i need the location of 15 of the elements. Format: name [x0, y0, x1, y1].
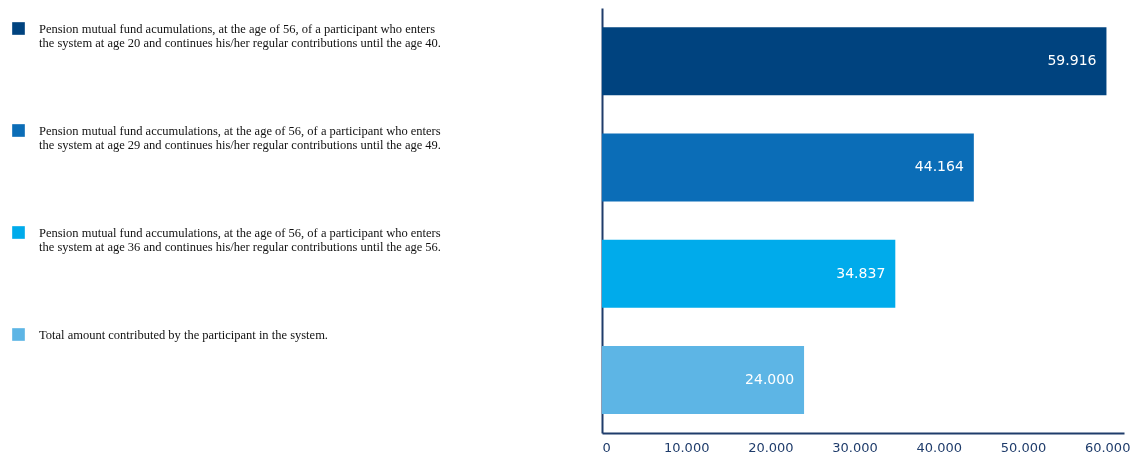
legend-label: Total amount contributed by the participant in the system. — [39, 327, 328, 342]
x-tick-label: 20.000 — [748, 439, 794, 455]
legend-label: Pension mutual fund accumulations, at the age of 56, of a participant who enters the system at age 36 and continues his/her regular contributions until the age 56. — [39, 225, 441, 254]
data-label: 34.837 — [836, 264, 886, 281]
data-label: 24.000 — [745, 370, 795, 387]
legend-label: Pension mutual fund acumulations, at the age of 56, of a participant who enters the system at age 20 and continues his/her regular contributions until the age 40. — [39, 21, 441, 50]
x-tick-label: 40.000 — [916, 439, 963, 455]
x-tick-label: 50.000 — [1000, 439, 1047, 455]
x-tick-label: 10.000 — [663, 439, 710, 455]
legend-label: Pension mutual fund accumulations, at the age of 56, of a participant who enters the system at age 29 and continues his/her regular contributions until the age 49. — [39, 123, 441, 152]
x-tick-label: 60.000 — [1084, 439, 1131, 455]
x-tick-label: 30.000 — [832, 439, 878, 455]
data-label: 59.916 — [1047, 52, 1097, 69]
data-label: 44.164 — [914, 158, 964, 175]
x-tick-label: 0 — [602, 439, 611, 455]
